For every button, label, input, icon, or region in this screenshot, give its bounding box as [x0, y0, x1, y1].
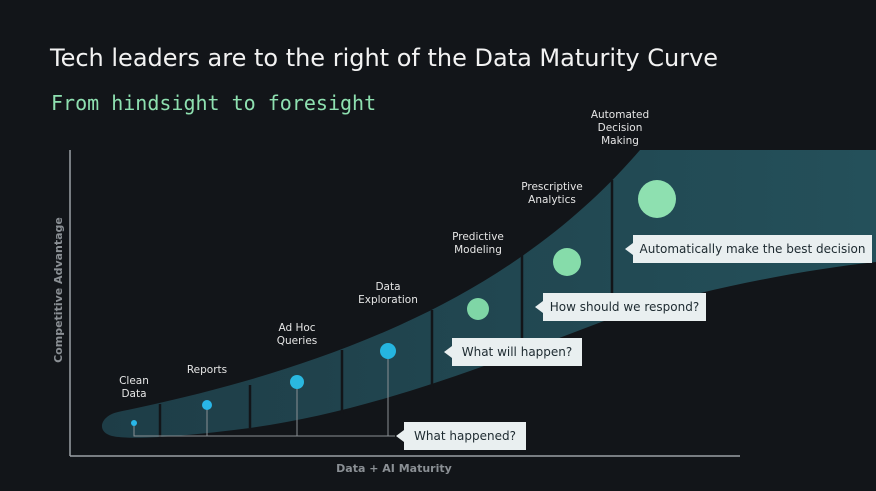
- stage-label: Data: [121, 388, 146, 400]
- callout-box: [396, 422, 526, 450]
- slide-title: Tech leaders are to the right of the Dat…: [49, 44, 718, 72]
- stage-label: Predictive: [452, 231, 504, 243]
- stage-dot: [380, 343, 396, 359]
- connectors: [133, 351, 395, 437]
- stage-label: Queries: [277, 335, 318, 347]
- callout-text: What will happen?: [462, 345, 573, 359]
- callout-text: How should we respond?: [550, 300, 699, 314]
- stage-dot: [553, 248, 581, 276]
- stage-dot: [467, 298, 489, 320]
- stage-label: Modeling: [454, 244, 502, 256]
- maturity-curve: [101, 150, 876, 438]
- stage-label: Analytics: [528, 194, 576, 206]
- stage-label: Data: [375, 281, 400, 293]
- x-axis-label: Data + AI Maturity: [336, 462, 452, 475]
- callout-text: What happened?: [414, 429, 516, 443]
- stage-label: Clean: [119, 375, 149, 387]
- stage-label: Ad Hoc: [278, 322, 315, 334]
- stage-label: Reports: [187, 364, 227, 376]
- stage-dot: [131, 420, 137, 426]
- stage-label: Automated: [591, 109, 649, 121]
- stage-dot: [290, 375, 304, 389]
- slide-subtitle: From hindsight to foresight: [51, 91, 376, 115]
- callout-box: [444, 338, 582, 366]
- stage-label: Exploration: [358, 294, 418, 306]
- stage-label: Prescriptive: [521, 181, 583, 193]
- y-axis-label: Competitive Advantage: [52, 217, 65, 363]
- stage-label: Making: [601, 135, 639, 147]
- callout-box: [625, 235, 872, 263]
- stage-dot: [202, 400, 212, 410]
- stage-label: Decision: [598, 122, 643, 134]
- callout-box: [535, 293, 706, 321]
- stage-dot: [638, 180, 676, 218]
- callout-text: Automatically make the best decision: [640, 242, 866, 256]
